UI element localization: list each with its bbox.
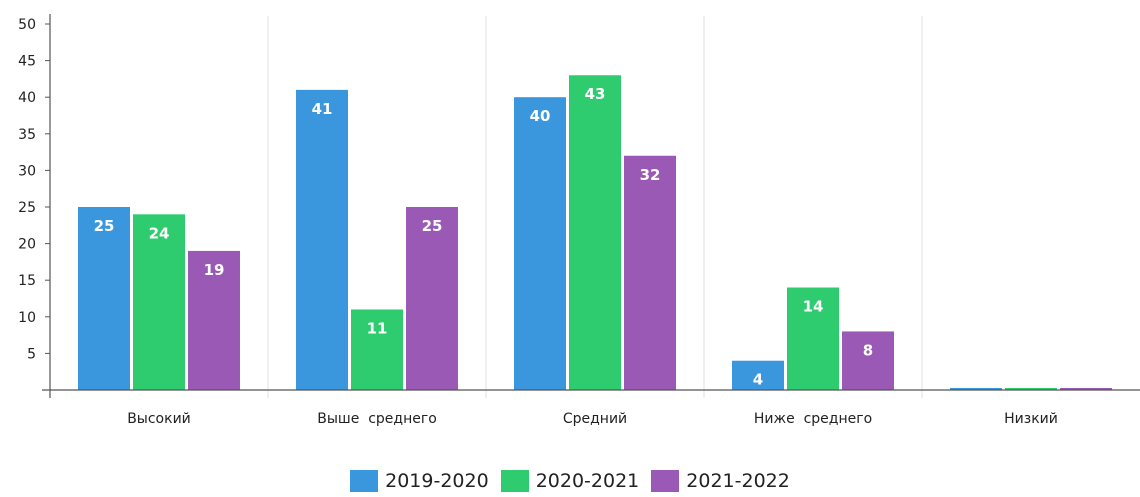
y-tick-label: 50 xyxy=(18,17,36,33)
y-tick-label: 35 xyxy=(18,127,36,143)
x-category-label: Низкий xyxy=(1004,411,1058,427)
y-tick-label: 45 xyxy=(18,54,36,70)
bar xyxy=(406,207,458,390)
bar xyxy=(78,207,130,390)
bar xyxy=(514,97,566,390)
x-category-label: Высокий xyxy=(127,411,191,427)
bar-value-label: 11 xyxy=(367,319,388,337)
legend-label: 2019-2020 xyxy=(385,470,489,492)
y-tick-label: 10 xyxy=(18,310,36,326)
bars: 25 41 40 4 24 11 43 14 19 25 32 8 xyxy=(78,75,1112,391)
bar xyxy=(188,250,240,390)
bar-chart: 5 10 15 20 25 30 35 40 45 50 25 41 40 4 24 11 43 14 19 25 3… xyxy=(18,14,1140,427)
bar-value-label: 25 xyxy=(422,217,443,235)
bar xyxy=(133,214,185,390)
bar xyxy=(296,89,348,390)
legend-label: 2020-2021 xyxy=(535,470,640,492)
bar xyxy=(624,155,676,390)
bar-value-label: 43 xyxy=(585,85,606,103)
bar xyxy=(732,360,784,390)
bar-value-label: 41 xyxy=(312,100,333,118)
y-tick-label: 25 xyxy=(18,200,36,216)
bar xyxy=(351,309,403,390)
bar xyxy=(569,75,621,391)
bar xyxy=(1005,388,1057,390)
bar-value-label: 24 xyxy=(149,224,170,242)
bar-value-label: 25 xyxy=(94,217,115,235)
legend-item-2020-2021[interactable]: 2020-2021 xyxy=(500,470,640,492)
y-tick-label: 30 xyxy=(18,163,36,179)
legend-label: 2021-2022 xyxy=(686,470,790,492)
bar xyxy=(787,287,839,390)
x-category-label: Ниже среднего xyxy=(754,411,872,427)
legend-swatch xyxy=(500,470,529,492)
legend-item-2019-2020[interactable]: 2019-2020 xyxy=(350,470,489,492)
bar xyxy=(1060,388,1112,390)
y-axis: 5 10 15 20 25 30 35 40 45 50 xyxy=(18,14,51,398)
bar-value-label: 14 xyxy=(803,298,824,316)
bar-value-label: 32 xyxy=(640,166,661,184)
bar-value-label: 4 xyxy=(753,371,763,389)
x-category-label: Выше среднего xyxy=(317,411,437,427)
bar-value-label: 19 xyxy=(204,261,225,279)
bar-value-label: 40 xyxy=(530,107,551,125)
y-tick-label: 40 xyxy=(18,90,36,106)
bar xyxy=(842,331,894,390)
legend-item-2021-2022[interactable]: 2021-2022 xyxy=(651,470,790,492)
bar-value-label: 8 xyxy=(863,341,873,359)
grid-lines xyxy=(267,16,923,398)
legend-swatch xyxy=(651,470,680,492)
y-tick-label: 15 xyxy=(18,273,36,289)
y-tick-label: 20 xyxy=(18,237,36,253)
bar xyxy=(950,388,1002,390)
x-axis: Высокий Выше среднего Средний Ниже среднего… xyxy=(42,389,1140,427)
legend-swatch xyxy=(350,470,379,492)
legend: 2019-2020 2020-2021 2021-2022 xyxy=(0,470,1140,492)
y-tick-label: 5 xyxy=(27,346,36,362)
x-category-label: Средний xyxy=(563,411,627,427)
